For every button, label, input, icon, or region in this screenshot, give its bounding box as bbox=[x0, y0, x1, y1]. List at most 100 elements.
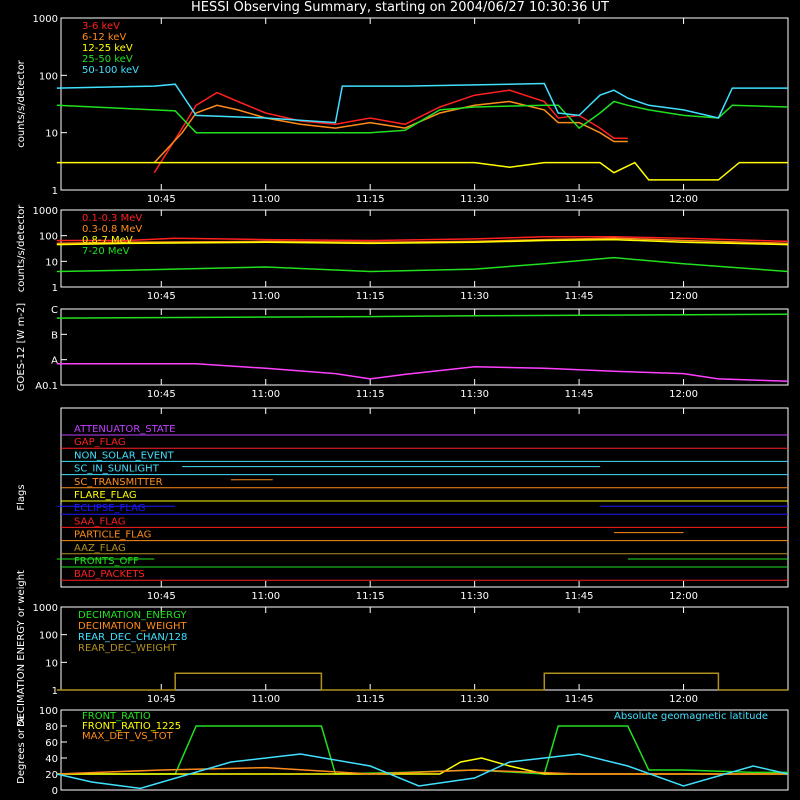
panel-1-series-0 bbox=[56, 236, 789, 243]
panel-2-ytick-label: C bbox=[51, 305, 58, 316]
panel-3-xtick-label: 10:45 bbox=[147, 591, 176, 602]
panel-4-xtick-label: 11:15 bbox=[356, 694, 385, 705]
panel-5-series-3 bbox=[56, 753, 789, 790]
panel-4-xtick-label: 11:00 bbox=[251, 694, 280, 705]
panel-5-frame bbox=[60, 709, 789, 791]
panel-4-xtick-label: 11:45 bbox=[565, 694, 594, 705]
panel-2-series-0 bbox=[56, 313, 789, 319]
panel-0-legend-2: 12-25 keV bbox=[82, 43, 133, 54]
panel-2-xtick-label: 11:30 bbox=[460, 389, 489, 400]
panel-0-series-4 bbox=[56, 82, 788, 124]
panel-1-series-3 bbox=[56, 256, 789, 273]
panel-2-xtick-label: 12:00 bbox=[669, 389, 698, 400]
panel-5-ylabel: Degrees or % bbox=[16, 716, 27, 784]
panel-0-series-1 bbox=[153, 100, 628, 164]
panel-0-ytick-label: 10 bbox=[45, 129, 58, 140]
flag-label-3: SC_IN_SUNLIGHT bbox=[74, 464, 160, 475]
panel-3-xtick-label: 11:45 bbox=[565, 591, 594, 602]
panel-1-legend-3: 7-20 MeV bbox=[82, 246, 130, 257]
panel-4-series-3 bbox=[56, 672, 788, 691]
panel-3-xtick-label: 11:15 bbox=[356, 591, 385, 602]
panel-2-xtick-label: 10:45 bbox=[147, 389, 176, 400]
flag-label-7: SAA_FLAG bbox=[74, 516, 125, 527]
panel-0-ytick-label: 100 bbox=[39, 71, 58, 82]
panel-5-ytick-label: 0 bbox=[52, 786, 58, 797]
flag-label-4: SC_TRANSMITTER bbox=[74, 477, 163, 488]
panel-1-ytick-label: 1000 bbox=[33, 206, 58, 217]
panel-0-legend-0: 3-6 keV bbox=[82, 21, 120, 32]
panel-0-legend-4: 50-100 keV bbox=[82, 65, 139, 76]
panel-0-series-3 bbox=[56, 100, 789, 134]
panel-3-xtick-label: 11:00 bbox=[251, 591, 280, 602]
panel-2-xtick-label: 11:15 bbox=[356, 389, 385, 400]
panel-2-frame bbox=[60, 308, 789, 386]
panel-0-ytick-label: 1 bbox=[52, 186, 58, 197]
panel-3-frame bbox=[60, 407, 789, 588]
panel-2-ylabel: GOES-12 [W m-2] bbox=[16, 303, 27, 391]
panel-4-xtick-label: 10:45 bbox=[147, 694, 176, 705]
panel-5-legend-2: MAX_DET_VS_TOT bbox=[82, 731, 174, 742]
panel-1-xtick-label: 11:30 bbox=[460, 291, 489, 302]
panel-3-xtick-label: 11:30 bbox=[460, 591, 489, 602]
panel-1-xtick-label: 12:00 bbox=[669, 291, 698, 302]
panel-1-legend-2: 0.8-7 MeV bbox=[82, 235, 133, 246]
panel-1-ytick-label: 10 bbox=[45, 257, 58, 268]
panel-4-ylabel: DECIMATION ENERGY or weight bbox=[16, 570, 27, 727]
panel-5-ytick-label: 60 bbox=[45, 738, 58, 749]
panel-2-xtick-label: 11:00 bbox=[251, 389, 280, 400]
panel-4-legend-2: REAR_DEC_CHAN/128 bbox=[78, 632, 187, 643]
flag-label-8: PARTICLE_FLAG bbox=[74, 530, 151, 541]
panel-0-legend-3: 25-50 keV bbox=[82, 54, 133, 65]
panel-5-legend-0: FRONT_RATIO bbox=[82, 711, 151, 722]
panel-4-legend-3: REAR_DEC_WEIGHT bbox=[78, 643, 177, 654]
panel-0-xtick-label: 11:00 bbox=[251, 194, 280, 205]
panel-1-xtick-label: 11:45 bbox=[565, 291, 594, 302]
panel-0-frame bbox=[60, 17, 789, 191]
panel-5-series-1 bbox=[56, 757, 788, 775]
panel-0-ytick-label: 1000 bbox=[33, 14, 58, 25]
panel-4-ytick-label: 1 bbox=[52, 686, 58, 697]
panel-1-frame bbox=[60, 209, 789, 288]
flag-label-11: BAD_PACKETS bbox=[74, 569, 145, 580]
panel-0-xtick-label: 12:00 bbox=[669, 194, 698, 205]
panel-2-ytick-label: B bbox=[51, 330, 58, 341]
panel-0-xtick-label: 11:15 bbox=[356, 194, 385, 205]
panel-0-xtick-label: 10:45 bbox=[147, 194, 176, 205]
panel-2-ytick-label: A bbox=[51, 356, 58, 367]
flag-label-2: NON_SOLAR_EVENT bbox=[74, 450, 175, 461]
panel-4-legend-0: DECIMATION_ENERGY bbox=[78, 610, 187, 621]
chart-title: HESSI Observing Summary, starting on 200… bbox=[191, 0, 609, 15]
panel-1-ytick-label: 100 bbox=[39, 232, 58, 243]
panel-5-ytick-label: 100 bbox=[39, 706, 58, 717]
panel-5-annotation: Absolute geomagnetic latitude bbox=[614, 711, 768, 722]
panel-1-legend-0: 0.1-0.3 MeV bbox=[82, 213, 142, 224]
flag-label-1: GAP_FLAG bbox=[74, 437, 126, 448]
panel-4-xtick-label: 12:00 bbox=[669, 694, 698, 705]
panel-0-ylabel: counts/s/detector bbox=[16, 59, 27, 147]
panel-1-series-1 bbox=[56, 237, 789, 245]
panel-3-xtick-label: 12:00 bbox=[669, 591, 698, 602]
panel-0-legend-1: 6-12 keV bbox=[82, 32, 126, 43]
panel-5-ytick-label: 40 bbox=[45, 754, 58, 765]
panel-5-ytick-label: 80 bbox=[45, 722, 58, 733]
panel-1-series-2 bbox=[56, 238, 789, 246]
panel-4-ytick-label: 1000 bbox=[33, 603, 58, 614]
panel-5-series-2 bbox=[56, 766, 788, 775]
panel-1-xtick-label: 11:00 bbox=[251, 291, 280, 302]
flag-label-5: FLARE_FLAG bbox=[74, 490, 137, 501]
panel-1-xtick-label: 11:15 bbox=[356, 291, 385, 302]
panel-1-ylabel: counts/s/detector bbox=[16, 204, 27, 292]
panel-4-xtick-label: 11:30 bbox=[460, 694, 489, 705]
flag-label-9: AAZ_FLAG bbox=[74, 543, 126, 554]
panel-2-ytick-label: A0.1 bbox=[35, 381, 58, 392]
panel-3-ylabel: Flags bbox=[16, 484, 27, 510]
flag-label-10: FRONTS_OFF bbox=[74, 556, 139, 567]
panel-4-ytick-label: 10 bbox=[45, 658, 58, 669]
panel-5-legend-1: FRONT_RATIO_1225 bbox=[82, 721, 181, 732]
flag-label-6: ECLIPSE_FLAG bbox=[74, 503, 145, 514]
panel-5-ytick-label: 20 bbox=[45, 770, 58, 781]
panel-0-xtick-label: 11:30 bbox=[460, 194, 489, 205]
flag-label-0: ATTENUATOR_STATE bbox=[74, 424, 175, 435]
panel-4-ytick-label: 100 bbox=[39, 631, 58, 642]
